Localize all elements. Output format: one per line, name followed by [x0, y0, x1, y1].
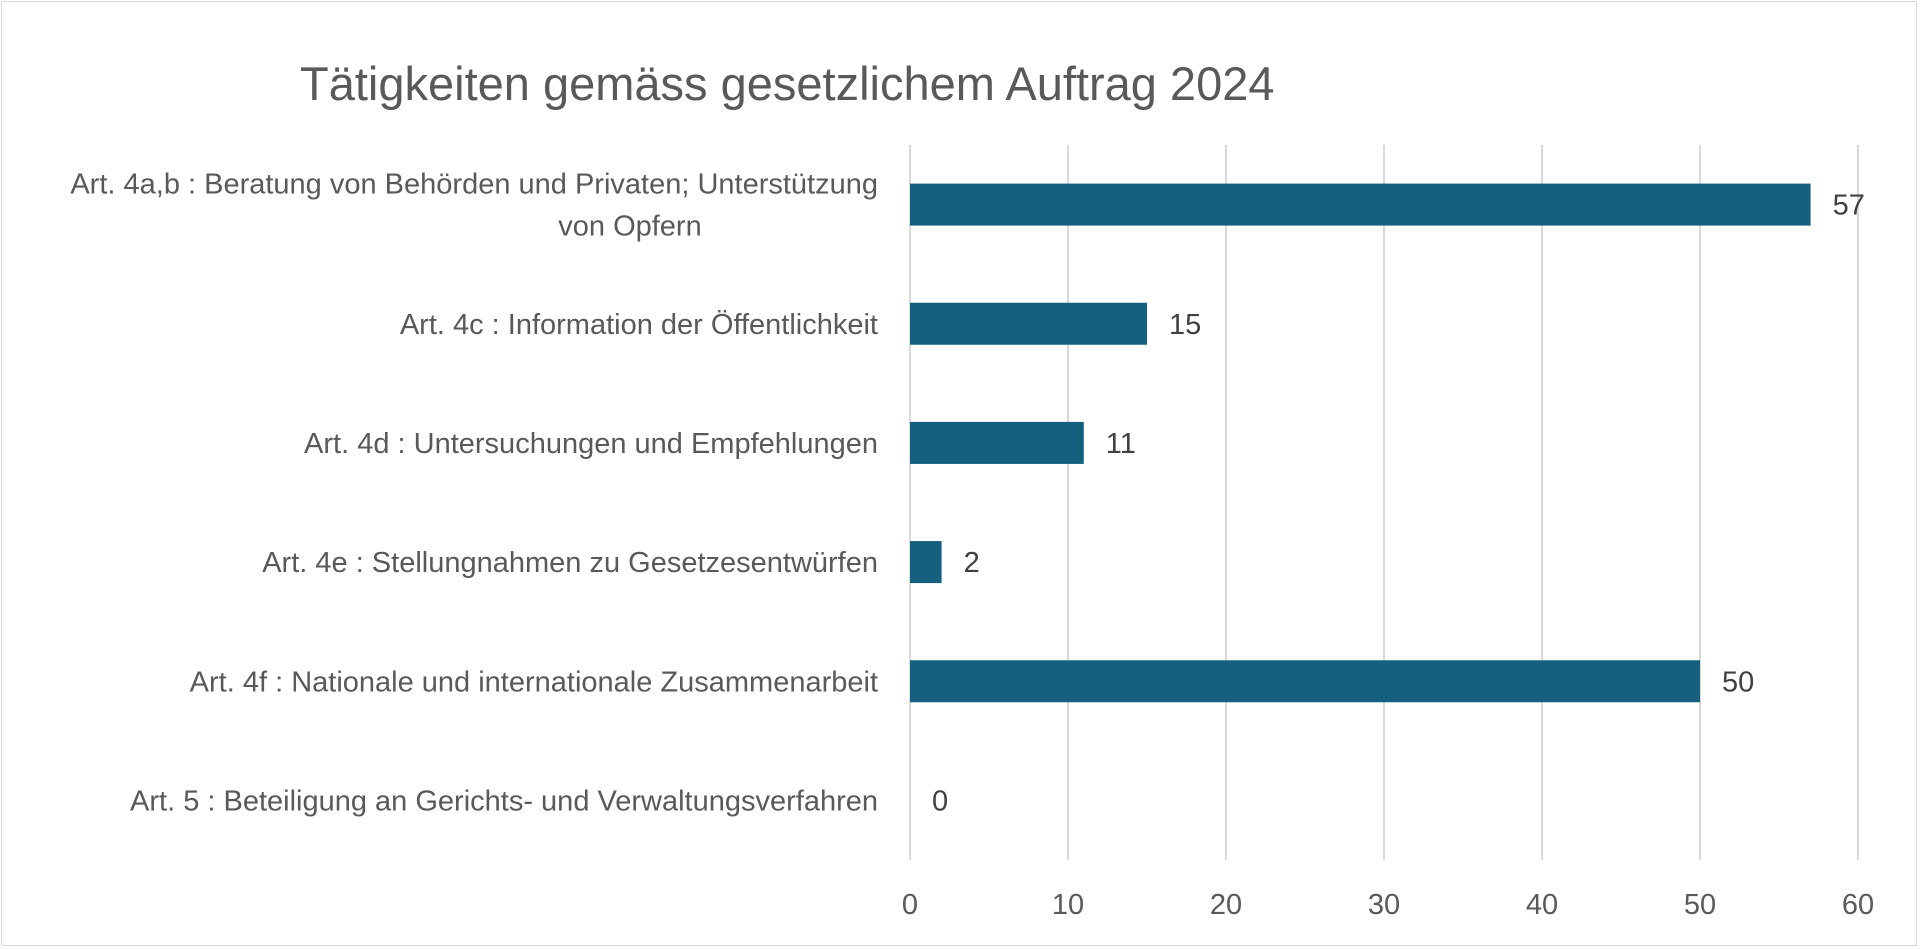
- bar-2: [910, 421, 1084, 464]
- category-label-1: Art. 4c : Information der Öffentlichkeit: [400, 309, 878, 341]
- category-label-3: Art. 4e : Stellungnahmen zu Gesetzesentw…: [262, 547, 878, 579]
- bar-0: [910, 183, 1811, 226]
- bars: [910, 183, 1811, 703]
- category-label-0: Art. 4a,b : Beratung von Behörden und Pr…: [70, 169, 878, 243]
- data-label-2: 11: [1106, 428, 1136, 460]
- category-labels: Art. 4a,b : Beratung von Behörden und Pr…: [70, 169, 878, 818]
- data-label-1: 15: [1169, 309, 1201, 341]
- x-tick-label-50: 50: [1684, 889, 1716, 921]
- x-tick-label-10: 10: [1052, 889, 1084, 921]
- data-label-3: 2: [964, 547, 980, 579]
- x-tick-label-20: 20: [1210, 889, 1242, 921]
- data-labels: 57 15 11 2 50 0: [932, 190, 1865, 818]
- x-tick-label-60: 60: [1842, 889, 1874, 921]
- x-tick-labels: 0 10 20 30 40 50 60: [902, 889, 1874, 921]
- chart-title: Tätigkeiten gemäss gesetzlichem Auftrag …: [300, 57, 1275, 110]
- category-label-2: Art. 4d : Untersuchungen und Empfehlunge…: [304, 428, 878, 460]
- x-tick-label-0: 0: [902, 889, 918, 921]
- gridlines: [909, 145, 1859, 860]
- category-label-4: Art. 4f : Nationale und internationale Z…: [190, 666, 878, 698]
- data-label-0: 57: [1833, 190, 1865, 222]
- bar-4: [910, 660, 1700, 703]
- x-tick-label-30: 30: [1368, 889, 1400, 921]
- data-label-5: 0: [932, 785, 948, 817]
- bar-3: [910, 541, 942, 584]
- data-label-4: 50: [1722, 666, 1754, 698]
- x-tick-label-40: 40: [1526, 889, 1558, 921]
- bar-1: [910, 302, 1147, 345]
- category-label-5: Art. 5 : Beteiligung an Gerichts- und Ve…: [130, 785, 878, 817]
